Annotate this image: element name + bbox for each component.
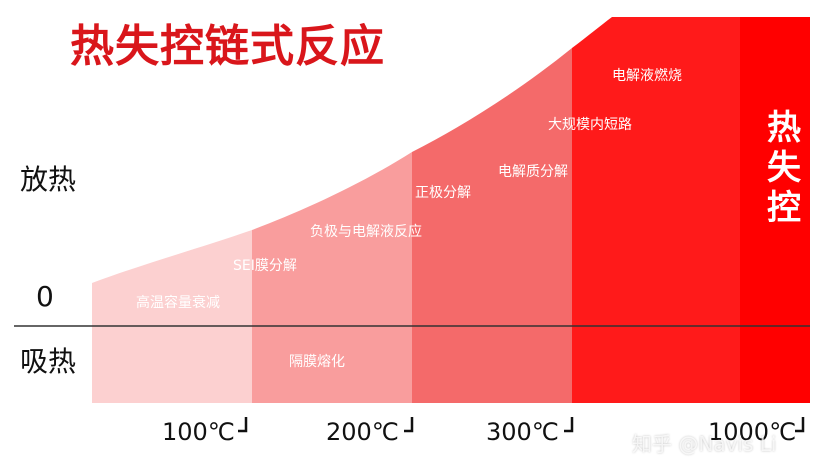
diagram-title: 热失控链式反应 <box>70 21 385 72</box>
event-sei-decomposition: SEI膜分解 <box>233 258 297 274</box>
event-electrolyte-decomposition: 电解质分解 <box>498 164 568 180</box>
runaway-char-3: 控 <box>767 188 801 228</box>
y-label-exothermic: 放热 <box>20 163 77 196</box>
x-tick-100: 100℃ <box>162 418 235 446</box>
event-capacity-fade: 高温容量衰减 <box>136 295 220 311</box>
y-label-endothermic: 吸热 <box>20 345 77 378</box>
x-tick-300: 300℃ <box>486 418 559 446</box>
runaway-char-2: 失 <box>767 148 801 188</box>
tick-mark-300 <box>564 417 574 433</box>
zone-200-300 <box>412 48 572 403</box>
runaway-char-1: 热 <box>767 108 801 148</box>
tick-mark-200 <box>404 417 414 433</box>
x-tick-200: 200℃ <box>326 418 399 446</box>
zone-below-100 <box>92 230 252 403</box>
event-separator-melting: 隔膜熔化 <box>289 354 345 370</box>
y-label-zero: 0 <box>36 280 54 313</box>
zone-300-plus <box>572 17 740 403</box>
event-internal-short: 大规模内短路 <box>548 117 632 133</box>
zone-100-200 <box>252 152 412 403</box>
event-anode-electrolyte: 负极与电解液反应 <box>310 224 422 240</box>
watermark: 知乎 @Navis Li <box>632 432 777 456</box>
tick-mark-1000 <box>795 417 805 433</box>
event-cathode-decomposition: 正极分解 <box>415 185 471 201</box>
event-electrolyte-combustion: 电解液燃烧 <box>612 68 682 84</box>
tick-mark-100 <box>238 417 248 433</box>
x-tick-1000: 1000℃ <box>708 418 797 446</box>
thermal-runaway-label: 热 失 控 <box>762 108 806 228</box>
zone-runaway <box>740 17 810 403</box>
